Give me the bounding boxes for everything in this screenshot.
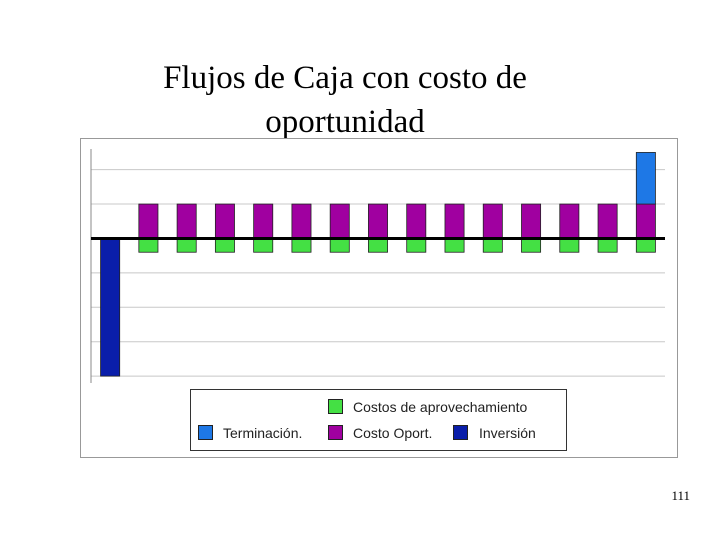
legend-label-inversion: Inversión (479, 425, 536, 441)
bar-costo-oport-10 (482, 203, 503, 239)
bar-costo-oport-7 (368, 203, 388, 239)
legend-label-costo-oport: Costo Oport. (353, 425, 433, 441)
cash-flow-chart (90, 149, 665, 383)
bar-costo-oport-1 (138, 203, 159, 239)
bar-costos-de-aprovechamiento-1 (138, 238, 159, 253)
legend-swatch-costos-aprovechamiento (328, 399, 343, 414)
bar-costo-oport-6 (329, 203, 350, 239)
bar-costos-de-aprovechamiento-14 (635, 238, 656, 253)
bar-costos-de-aprovechamiento-8 (406, 238, 427, 253)
bar-costos-de-aprovechamiento-9 (444, 238, 465, 253)
bar-costo-oport-9 (444, 203, 465, 239)
bar-costos-de-aprovechamiento-12 (559, 238, 580, 253)
bar-costo-oport-3 (214, 203, 235, 239)
bar-costo-oport-11 (521, 203, 542, 239)
bar-costo-oport-5 (291, 203, 312, 239)
bar-costo-oport-8 (406, 203, 427, 239)
bar-inversión-0 (100, 238, 121, 377)
bar-costo-oport-2 (176, 203, 197, 239)
page-number: 111 (671, 488, 690, 503)
legend-swatch-terminacion (198, 425, 213, 440)
bar-costos-de-aprovechamiento-2 (176, 238, 197, 253)
bar-costo-oport-13 (597, 203, 618, 239)
legend-label-costos-aprovechamiento: Costos de aprovechamiento (353, 399, 528, 415)
legend-swatch-costo-oport (328, 425, 343, 440)
bar-costos-de-aprovechamiento-6 (329, 238, 350, 253)
bar-costos-de-aprovechamiento-10 (482, 238, 503, 253)
bar-costo-oport-4 (253, 203, 274, 239)
bar-costo-oport-14 (635, 203, 656, 239)
bar-costos-de-aprovechamiento-4 (253, 238, 274, 253)
bar-costos-de-aprovechamiento-11 (521, 238, 542, 253)
bar-costos-de-aprovechamiento-5 (291, 238, 312, 253)
bar-costos-de-aprovechamiento-3 (214, 238, 235, 253)
bar-costos-de-aprovechamiento-7 (368, 238, 388, 253)
legend: Costos de aprovechamiento Terminación. C… (190, 389, 567, 451)
bar-terminación-14 (635, 152, 656, 205)
bar-costo-oport-12 (559, 203, 580, 239)
slide-title: Flujos de Caja con costo de oportunidad (163, 60, 527, 140)
bar-costos-de-aprovechamiento-13 (597, 238, 618, 253)
legend-label-terminacion: Terminación. (223, 425, 303, 441)
legend-swatch-inversion (453, 425, 468, 440)
